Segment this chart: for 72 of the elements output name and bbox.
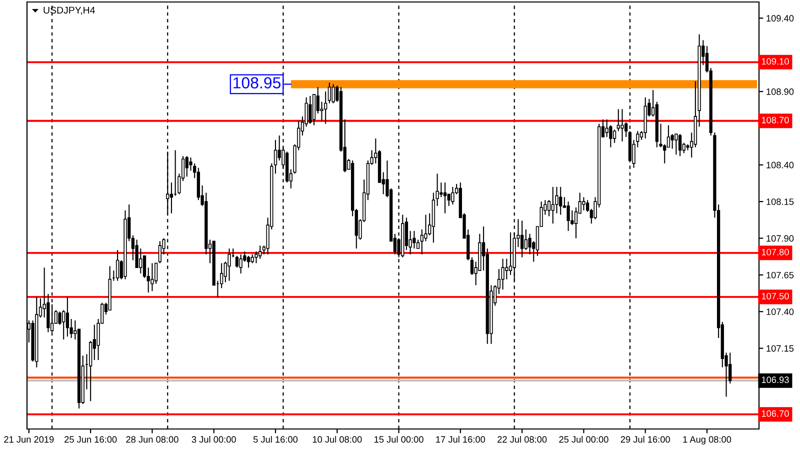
candlestick [674, 134, 678, 156]
series-label: 108.95 [234, 77, 281, 88]
candlestick [150, 262, 154, 292]
x-tick-label: 25 Jul 00:00 [559, 436, 608, 443]
x-tick-label: 5 Jul 16:00 [253, 436, 298, 443]
candlestick [220, 262, 224, 289]
candlestick [501, 258, 504, 290]
candlestick [228, 248, 231, 282]
candlestick [154, 262, 158, 284]
candlestick [142, 255, 146, 278]
candlestick [605, 118, 608, 138]
candlestick [246, 255, 250, 268]
ref-line-label: 106.93 [762, 376, 789, 384]
candlestick [324, 90, 328, 124]
candlestick [582, 196, 586, 211]
candlestick [332, 84, 335, 104]
chart-title: USDJPY,H4 [44, 6, 95, 15]
x-tick-label: 29 Jul 16:00 [620, 436, 670, 443]
candlestick [566, 201, 570, 232]
x-tick-label: 10 Jul 08:00 [312, 436, 362, 443]
x-tick-label: 17 Jul 16:00 [436, 436, 486, 443]
candlestick [666, 124, 670, 148]
candlestick [616, 108, 620, 132]
x-tick-label: 22 Jul 08:00 [498, 436, 547, 443]
candlestick [328, 82, 332, 104]
candlestick [678, 134, 682, 157]
candlestick [116, 249, 120, 282]
candlestick [451, 186, 454, 206]
candlestick [620, 108, 624, 142]
x-tick-label: 15 Jul 00:00 [374, 436, 424, 443]
candlestick [239, 254, 242, 274]
y-tick-label: 107.90 [766, 235, 794, 242]
ref-line-label: 106.70 [762, 410, 789, 417]
candlestick [88, 340, 92, 402]
ref-line-label: 107.80 [762, 248, 789, 256]
y-tick-label: 107.15 [766, 345, 794, 352]
candlestick [170, 182, 174, 214]
y-tick-label: 107.65 [766, 272, 794, 278]
y-tick-label: 108.40 [766, 162, 794, 168]
candlestick [158, 240, 162, 264]
candlestick [235, 255, 239, 268]
x-tick-label: 3 Jul 00:00 [192, 436, 236, 443]
candlestick [470, 256, 474, 276]
y-tick-label: 109.40 [766, 15, 794, 22]
candlestick [274, 139, 278, 174]
candlestick [547, 200, 551, 217]
candlestick [520, 220, 524, 258]
candlestick [505, 258, 508, 280]
candlestick [66, 296, 70, 338]
ref-line-label: 109.10 [762, 58, 789, 65]
candlestick [612, 129, 616, 144]
candlestick [185, 156, 188, 178]
candlestick [308, 95, 312, 124]
candlestick [508, 232, 512, 276]
x-tick-label: 21 Jun 2019 [4, 436, 54, 443]
ref-line-label: 107.50 [762, 292, 789, 300]
candlestick [62, 310, 66, 340]
y-tick-label: 108.90 [766, 88, 794, 95]
y-tick-label: 107.40 [766, 308, 794, 316]
candlestick [440, 182, 443, 198]
x-tick-label: 25 Jun 16:00 [64, 436, 117, 443]
ref-line-label: 108.70 [762, 116, 789, 124]
x-tick-label: 28 Jun 08:00 [126, 436, 178, 443]
candlestick [551, 186, 554, 224]
x-tick-label: 1 Aug 08:00 [683, 436, 732, 444]
candlestick [559, 186, 562, 216]
candlestick [139, 248, 142, 274]
candlestick [447, 194, 450, 206]
candlestick [443, 182, 447, 214]
candlestick [258, 245, 262, 260]
candlestick [524, 228, 528, 251]
y-tick-label: 108.15 [766, 198, 794, 205]
